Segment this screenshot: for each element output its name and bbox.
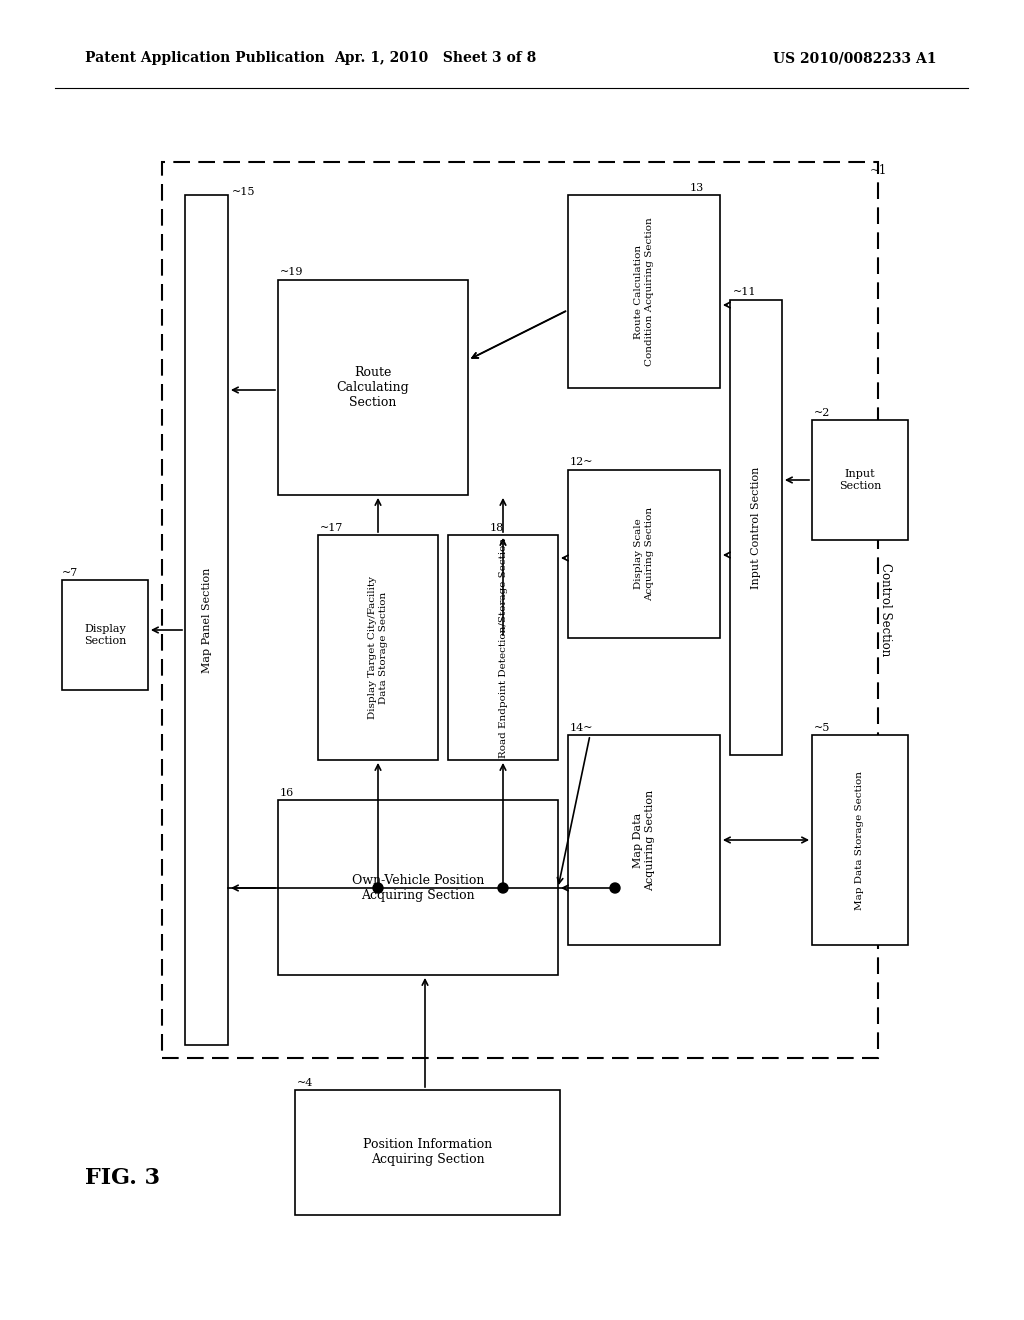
Text: Display Scale
Acquiring Section: Display Scale Acquiring Section bbox=[634, 507, 653, 601]
Text: Input Control Section: Input Control Section bbox=[751, 466, 761, 589]
Bar bbox=[568, 195, 720, 388]
Text: Map Data Storage Section: Map Data Storage Section bbox=[855, 771, 864, 909]
Text: 12~: 12~ bbox=[570, 457, 594, 467]
Text: ~2: ~2 bbox=[814, 408, 830, 418]
Bar bbox=[278, 800, 558, 975]
Text: Map Panel Section: Map Panel Section bbox=[202, 568, 212, 673]
Text: ~1: ~1 bbox=[870, 164, 887, 177]
Bar bbox=[185, 195, 228, 1045]
Text: Apr. 1, 2010   Sheet 3 of 8: Apr. 1, 2010 Sheet 3 of 8 bbox=[334, 51, 537, 65]
Circle shape bbox=[610, 883, 620, 894]
Bar bbox=[568, 470, 720, 638]
Text: Route
Calculating
Section: Route Calculating Section bbox=[337, 366, 410, 409]
Text: 13: 13 bbox=[690, 183, 705, 193]
Text: ~15: ~15 bbox=[232, 187, 256, 197]
Circle shape bbox=[498, 883, 508, 894]
Bar bbox=[568, 735, 720, 945]
Text: Position Information
Acquiring Section: Position Information Acquiring Section bbox=[362, 1138, 493, 1167]
Text: ~4: ~4 bbox=[297, 1078, 313, 1088]
Text: Own-Vehicle Position
Acquiring Section: Own-Vehicle Position Acquiring Section bbox=[352, 874, 484, 902]
Circle shape bbox=[373, 883, 383, 894]
Bar bbox=[812, 420, 908, 540]
Text: Map Data
Acquiring Section: Map Data Acquiring Section bbox=[633, 789, 654, 891]
Text: Display Target City/Facility
Data Storage Section: Display Target City/Facility Data Storag… bbox=[369, 576, 388, 719]
Bar bbox=[295, 1090, 560, 1214]
Text: FIG. 3: FIG. 3 bbox=[85, 1167, 160, 1189]
Bar bbox=[278, 280, 468, 495]
Bar bbox=[318, 535, 438, 760]
Bar bbox=[812, 735, 908, 945]
Text: ~17: ~17 bbox=[319, 523, 343, 533]
Text: Input
Section: Input Section bbox=[839, 469, 882, 491]
Text: Control Section: Control Section bbox=[879, 564, 892, 656]
Text: ~7: ~7 bbox=[62, 568, 78, 578]
Text: ~5: ~5 bbox=[814, 723, 830, 733]
Text: ~19: ~19 bbox=[280, 267, 303, 277]
Text: Display
Section: Display Section bbox=[84, 624, 126, 645]
Text: Route Calculation
Condition Acquiring Section: Route Calculation Condition Acquiring Se… bbox=[634, 216, 653, 366]
Text: Patent Application Publication: Patent Application Publication bbox=[85, 51, 325, 65]
Text: Road Endpoint Detection/Storage Section: Road Endpoint Detection/Storage Section bbox=[499, 537, 508, 758]
Bar bbox=[62, 579, 148, 690]
Text: US 2010/0082233 A1: US 2010/0082233 A1 bbox=[773, 51, 937, 65]
Bar bbox=[162, 162, 878, 1059]
Bar bbox=[730, 300, 782, 755]
Text: 16: 16 bbox=[280, 788, 294, 799]
Text: ~11: ~11 bbox=[733, 286, 757, 297]
Text: 14~: 14~ bbox=[570, 723, 594, 733]
Text: 18: 18 bbox=[490, 523, 504, 533]
Bar bbox=[449, 535, 558, 760]
